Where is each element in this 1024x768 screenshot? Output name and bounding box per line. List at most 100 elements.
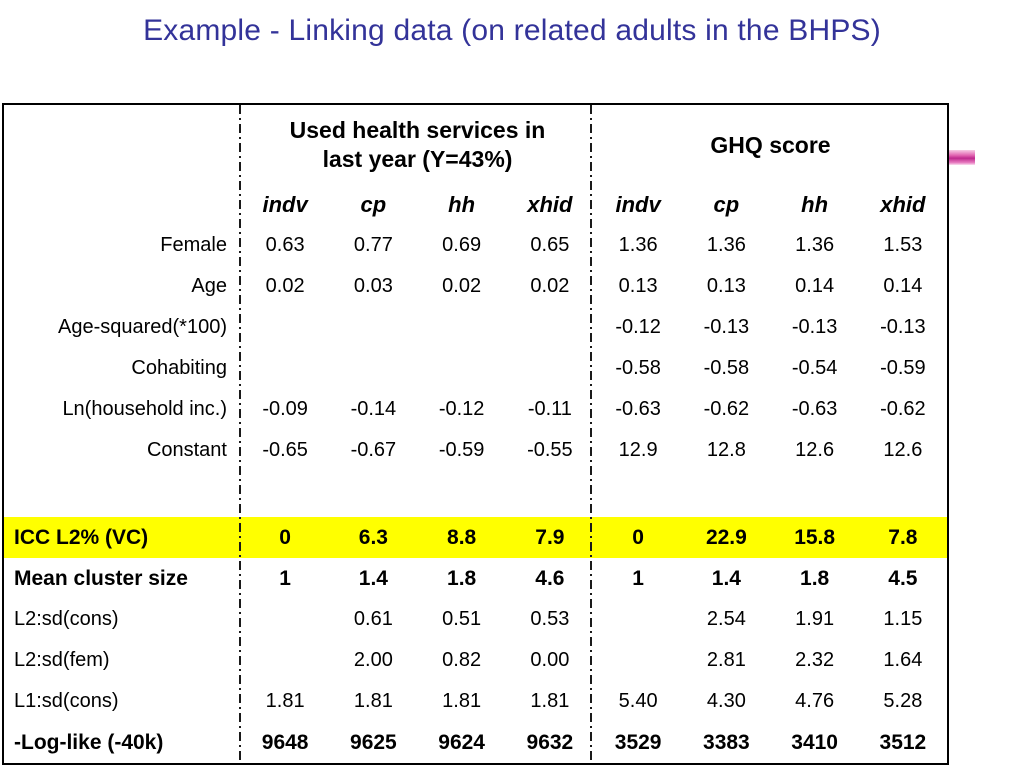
row-label: -Log-like (-40k) (14, 730, 164, 754)
value-cell: 0 (279, 525, 291, 549)
value-cell: 5.28 (883, 690, 923, 712)
value-cell: -0.63 (791, 398, 838, 420)
value-cell: 1.4 (711, 566, 741, 590)
value-cell: 0.13 (618, 275, 658, 297)
value-cell: 3512 (879, 730, 927, 754)
value-cell: 0.51 (442, 608, 482, 630)
value-cell: 0.53 (530, 608, 570, 630)
value-cell: 1 (632, 566, 644, 590)
spacer-row (4, 471, 947, 517)
value-cell: 4.30 (706, 690, 746, 712)
value-cell: 4.6 (535, 566, 565, 590)
value-cell: 1.53 (883, 234, 923, 256)
row-label: L1:sd(cons) (14, 690, 119, 712)
group-header-ghq-score: GHQ score (710, 131, 831, 158)
value-cell: 0.65 (530, 234, 570, 256)
subheader-cp: cp (713, 192, 740, 217)
row-label: Female (160, 234, 227, 256)
table-row: -Log-like (-40k) 9648 9625 9624 9632 3529 3383… (4, 722, 947, 763)
value-cell: 1.81 (442, 690, 482, 712)
subheader-xhid: xhid (527, 192, 573, 217)
row-label: Constant (146, 439, 227, 461)
value-cell: 3383 (703, 730, 750, 754)
value-cell: 7.9 (535, 525, 565, 549)
value-cell: 1.91 (795, 608, 835, 630)
value-cell: -0.09 (262, 398, 308, 420)
value-cell: 0.00 (530, 649, 570, 671)
value-cell: 5.40 (618, 690, 658, 712)
value-cell: 9648 (261, 730, 309, 754)
value-cell: -0.58 (615, 357, 661, 379)
value-cell: 1 (279, 566, 291, 590)
row-label: Cohabiting (131, 357, 227, 379)
subheader-cp: cp (360, 192, 387, 217)
value-cell: 3410 (791, 730, 838, 754)
value-cell: 0.69 (442, 234, 482, 256)
table-row: Cohabiting -0.58 -0.58 -0.54 -0.59 (4, 348, 947, 389)
table-row: Female 0.63 0.77 0.69 0.65 1.36 1.36 1.36 1.53 (4, 225, 947, 266)
value-cell: 1.81 (530, 690, 570, 712)
row-label: L2:sd(fem) (14, 649, 110, 671)
value-cell: -0.65 (262, 439, 308, 461)
value-cell: 0 (632, 525, 644, 549)
value-cell: 2.81 (706, 649, 746, 671)
value-cell: 12.9 (618, 439, 658, 461)
value-cell: 0.63 (265, 234, 305, 256)
value-cell: -0.58 (703, 357, 750, 379)
table-row: L2:sd(cons) 0.61 0.51 0.53 2.54 1.91 1.15 (4, 599, 947, 640)
subheader-row: indv cp hh xhid indv cp hh xhid (4, 185, 947, 225)
value-cell: 2.32 (795, 649, 835, 671)
value-cell: 1.15 (883, 608, 923, 630)
value-cell: -0.55 (527, 439, 573, 461)
value-cell: 0.77 (353, 234, 393, 256)
value-cell: 12.8 (706, 439, 746, 461)
value-cell: 1.81 (353, 690, 393, 712)
value-cell: -0.59 (438, 439, 485, 461)
table-header: Used health services in last year (Y=43%… (4, 105, 947, 225)
row-label: Mean cluster size (14, 566, 188, 590)
value-cell: 6.3 (358, 525, 388, 549)
value-cell: 1.8 (800, 566, 830, 590)
table-row: Ln(household inc.) -0.09 -0.14 -0.12 -0.11 -0… (4, 389, 947, 430)
value-cell: 0.02 (530, 275, 570, 297)
value-cell: 9625 (350, 730, 397, 754)
value-cell: 9624 (438, 730, 485, 754)
value-cell: 1.36 (706, 234, 746, 256)
value-cell: -0.62 (880, 398, 926, 420)
table-row: Mean cluster size 1 1.4 1.8 4.6 1 1.4 1.8 4.5 (4, 558, 947, 599)
value-cell: 12.6 (795, 439, 835, 461)
value-cell: 0.14 (883, 275, 923, 297)
table-body: Female 0.63 0.77 0.69 0.65 1.36 1.36 1.36 1.53 Ag… (4, 225, 947, 763)
value-cell: 3529 (614, 730, 662, 754)
value-cell: 22.9 (705, 525, 747, 549)
value-cell: 0.82 (442, 649, 482, 671)
value-cell: -0.63 (615, 398, 661, 420)
value-cell: 4.76 (795, 690, 835, 712)
table-row: L1:sd(cons) 1.81 1.81 1.81 1.81 5.40 4.30 4.76 5… (4, 681, 947, 722)
column-divider (239, 105, 241, 763)
value-cell: 0.61 (353, 608, 393, 630)
value-cell: -0.13 (703, 316, 750, 338)
value-cell: 1.8 (447, 566, 477, 590)
value-cell: 1.36 (618, 234, 658, 256)
row-label: ICC L2% (VC) (14, 525, 149, 549)
value-cell: 4.5 (888, 566, 918, 590)
value-cell: -0.12 (438, 398, 485, 420)
slide-title: Example - Linking data (on related adult… (143, 14, 881, 47)
table-row: Age-squared(*100) -0.12 -0.13 -0.13 -0.13 (4, 307, 947, 348)
value-cell: 1.4 (358, 566, 388, 590)
results-table: Used health services in last year (Y=43%… (2, 103, 949, 765)
value-cell: 0.13 (706, 275, 746, 297)
value-cell: -0.12 (615, 316, 661, 338)
value-cell: -0.59 (880, 357, 926, 379)
value-cell: 8.8 (447, 525, 477, 549)
value-cell: -0.14 (350, 398, 397, 420)
value-cell: 0.02 (442, 275, 482, 297)
value-cell: 15.8 (794, 525, 836, 549)
value-cell: 2.54 (706, 608, 746, 630)
value-cell: 9632 (526, 730, 574, 754)
value-cell: 0.03 (353, 275, 393, 297)
pink-accent-bar (949, 150, 975, 165)
row-label: Ln(household inc.) (62, 398, 227, 420)
